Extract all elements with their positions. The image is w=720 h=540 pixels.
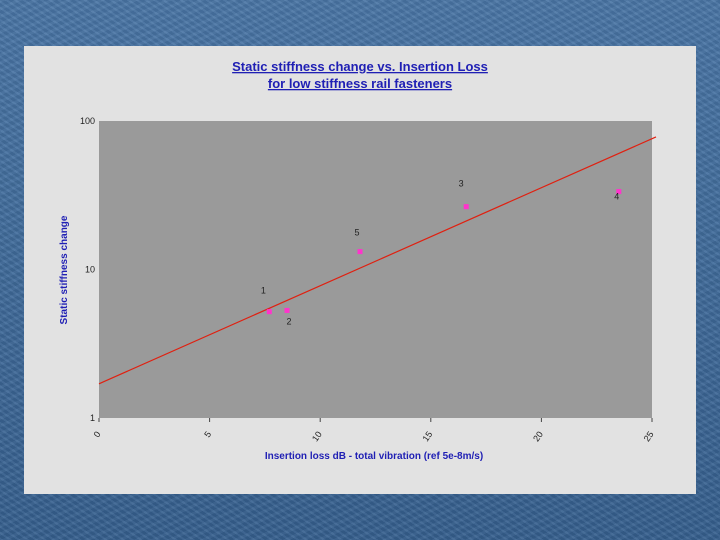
x-tick-label: 10 [310, 429, 324, 443]
y-tick-label: 1 [90, 413, 95, 423]
data-point-label: 1 [261, 286, 266, 296]
x-tick-label: 25 [642, 429, 656, 443]
data-point [616, 189, 622, 195]
chart-title-line-2: for low stiffness rail fasteners [268, 76, 452, 91]
x-tick-label: 0 [92, 429, 103, 439]
data-point-label: 2 [287, 316, 292, 326]
plot-background [99, 121, 652, 418]
data-point-label: 3 [459, 179, 464, 189]
data-point-label: 5 [355, 228, 360, 238]
plot-area: 1 10 100 0 5 10 15 20 25 1 2 3 4 5 [80, 116, 657, 443]
x-tick-label: 5 [202, 429, 213, 439]
y-tick-label: 10 [85, 265, 95, 275]
chart-title-line-1: Static stiffness change vs. Insertion Lo… [232, 59, 488, 74]
trendline [98, 136, 657, 385]
scatter-chart: Static stiffness change vs. Insertion Lo… [59, 59, 657, 462]
x-axis-label: Insertion loss dB - total vibration (ref… [265, 451, 483, 462]
chart-panel: Static stiffness change vs. Insertion Lo… [24, 46, 696, 494]
data-point-label: 4 [614, 192, 619, 202]
data-point [284, 307, 290, 313]
data-point [357, 249, 363, 255]
y-tick-label: 100 [80, 116, 95, 126]
x-tick-label: 15 [421, 429, 435, 443]
y-axis-label: Static stiffness change [59, 215, 70, 324]
data-point [463, 204, 469, 210]
x-tick-label: 20 [531, 429, 545, 443]
data-point [266, 309, 272, 315]
